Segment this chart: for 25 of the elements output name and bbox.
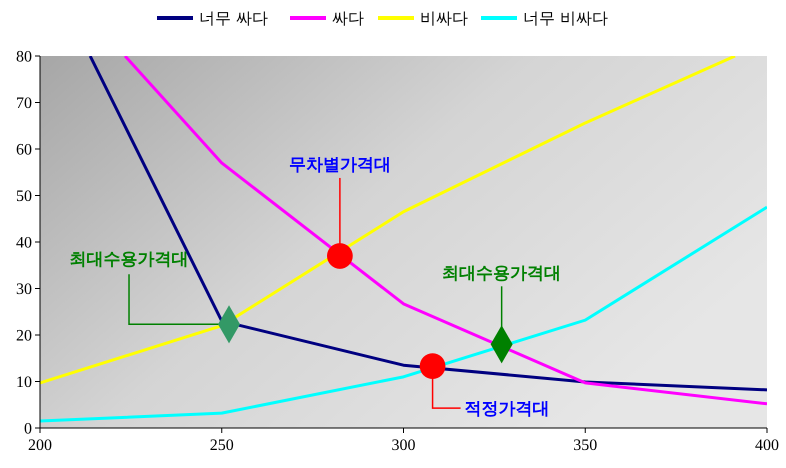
annotation: 최대수용가격대: [70, 249, 189, 270]
x-tick-label: 400: [755, 437, 779, 454]
y-tick-label: 70: [16, 95, 32, 112]
point: [327, 243, 353, 269]
x-tick-label: 200: [28, 437, 52, 454]
x-tick-label: 300: [392, 437, 416, 454]
y-tick-label: 50: [16, 188, 32, 206]
line-series: [40, 206, 767, 423]
legend-label: 싸다: [332, 8, 364, 28]
y-tick-label: 20: [16, 328, 32, 345]
legend-label: 너무 싸다: [199, 8, 268, 28]
point: [420, 353, 446, 379]
legend-label: 너무 비싸다: [523, 8, 608, 28]
annotation: 적정가격대: [464, 399, 550, 420]
y-tick-label: 40: [16, 234, 32, 252]
legend-label: 비싸다: [420, 8, 468, 28]
annotation: 최대수용가격대: [442, 263, 562, 284]
y-tick-label: 10: [16, 374, 32, 392]
x-tick-label: 350: [573, 437, 598, 454]
y-tick-label: 0: [24, 420, 32, 438]
y-tick-label: 80: [16, 48, 32, 66]
annotation: 무차별가격대: [288, 154, 391, 175]
x-tick-label: 250: [210, 437, 234, 454]
y-tick-label: 30: [16, 281, 32, 298]
y-tick-label: 60: [16, 142, 32, 159]
